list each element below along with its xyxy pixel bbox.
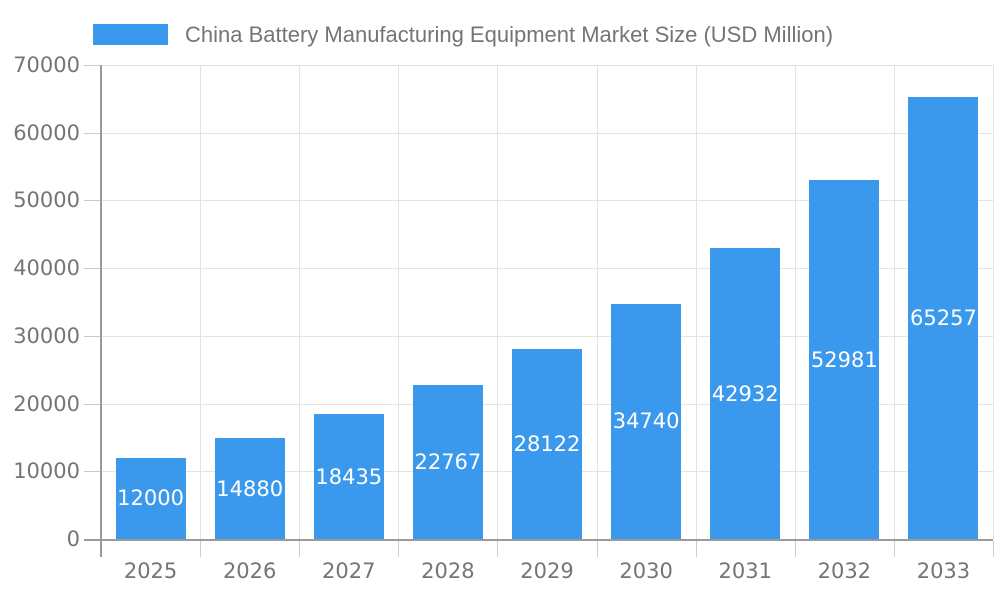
bar-2033: 65257 <box>908 97 979 539</box>
y-axis-tick <box>84 268 101 270</box>
y-axis-tick-label: 10000 <box>13 459 80 484</box>
x-gridline <box>993 65 994 539</box>
x-axis-tick <box>695 541 697 557</box>
y-gridline <box>101 65 993 66</box>
x-axis-tick <box>299 541 301 557</box>
x-axis-tick-label: 2032 <box>817 559 872 583</box>
y-axis-tick <box>84 132 101 134</box>
y-axis-tick-label: 50000 <box>13 188 80 213</box>
bar-value-label: 18435 <box>315 464 383 489</box>
bar-2030: 34740 <box>611 303 682 539</box>
y-gridline <box>101 132 993 134</box>
y-axis-tick-label: 60000 <box>13 120 80 145</box>
x-axis-tick <box>200 541 202 557</box>
bar-value-label: 14880 <box>216 476 284 501</box>
bar-value-label: 65257 <box>910 306 977 331</box>
bar-value-label: 52981 <box>810 347 878 372</box>
y-axis-tick-label: 40000 <box>13 256 80 281</box>
x-axis-tick <box>794 541 796 557</box>
x-axis-tick-label: 2028 <box>421 559 475 583</box>
legend-swatch <box>93 24 168 45</box>
bar-2026: 14880 <box>214 438 285 539</box>
x-gridline <box>398 65 400 539</box>
bar-2031: 42932 <box>710 248 781 539</box>
bar-2028: 22767 <box>412 384 483 539</box>
x-gridline <box>497 65 499 539</box>
x-axis-tick-label: 2025 <box>123 559 178 583</box>
bar-2032: 52981 <box>809 180 880 539</box>
x-gridline <box>200 65 202 539</box>
y-axis-tick-label: 70000 <box>13 53 80 77</box>
y-gridline <box>101 335 993 337</box>
x-axis-tick-label: 2030 <box>619 559 673 583</box>
bar-2025: 12000 <box>115 457 186 539</box>
bar-2027: 18435 <box>313 414 384 539</box>
y-axis-tick-label: 20000 <box>13 391 80 416</box>
bar-value-label: 22767 <box>414 449 482 474</box>
x-axis-tick <box>893 541 895 557</box>
y-axis-tick <box>84 403 101 405</box>
y-axis-tick <box>84 471 101 473</box>
legend-item[interactable]: China Battery Manufacturing Equipment Ma… <box>93 21 833 48</box>
x-axis-tick-label: 2029 <box>520 559 574 583</box>
x-gridline <box>695 65 697 539</box>
bar-value-label: 34740 <box>612 409 680 434</box>
x-axis-tick-label: 2033 <box>916 559 971 583</box>
y-gridline <box>101 200 993 202</box>
x-axis-tick-label: 2031 <box>718 559 772 583</box>
x-axis-tick-label: 2026 <box>222 559 277 583</box>
y-axis-line <box>100 65 102 557</box>
y-axis-tick-label: 30000 <box>13 323 80 348</box>
bar-value-label: 12000 <box>117 486 184 511</box>
x-axis-tick-label: 2027 <box>322 559 376 583</box>
y-axis-tick <box>84 335 101 337</box>
bar-value-label: 28122 <box>513 431 581 456</box>
legend-label: China Battery Manufacturing Equipment Ma… <box>185 22 834 47</box>
bar-value-label: 42932 <box>711 381 779 406</box>
y-gridline <box>101 268 993 270</box>
y-axis-tick-label: 0 <box>66 527 80 551</box>
x-axis-tick <box>497 541 499 557</box>
y-axis-tick <box>84 200 101 202</box>
x-gridline <box>893 65 895 539</box>
bar-2029: 28122 <box>512 348 582 539</box>
x-gridline <box>794 65 796 539</box>
x-axis-tick <box>993 541 994 557</box>
x-gridline <box>596 65 598 539</box>
x-axis-line <box>84 539 993 541</box>
x-gridline <box>299 65 301 539</box>
x-axis-tick <box>596 541 598 557</box>
y-axis-tick <box>84 65 101 66</box>
x-axis-tick <box>398 541 400 557</box>
